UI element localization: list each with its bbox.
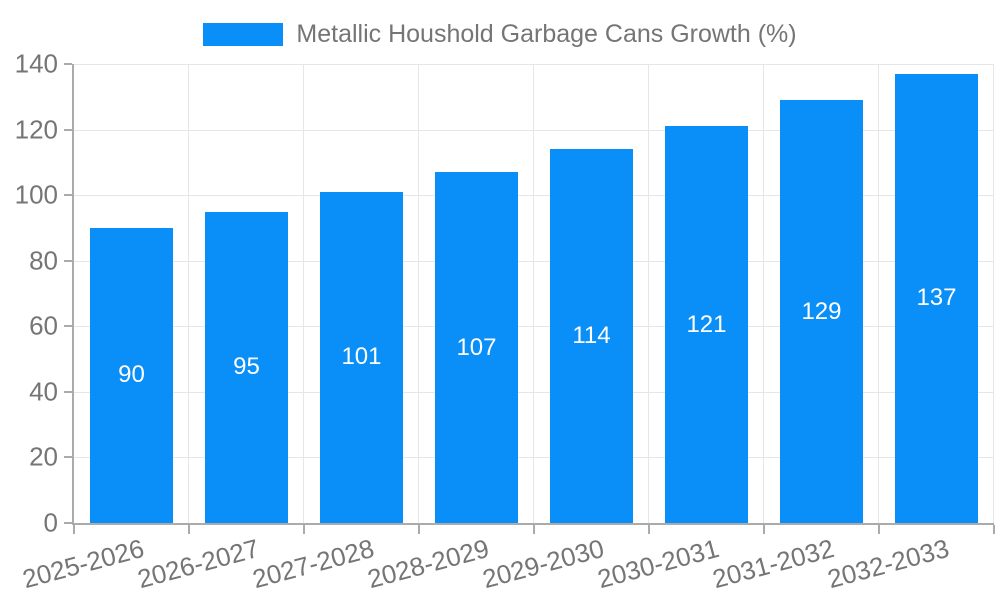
bar-value-label: 137: [916, 284, 957, 312]
x-tick-label: 2025-2026: [19, 533, 148, 595]
x-tick-label: 2026-2027: [134, 533, 263, 595]
y-tick-mark: [64, 522, 72, 524]
x-tick-label: 2031-2032: [709, 533, 838, 595]
y-tick-mark: [64, 128, 72, 131]
y-gridline: [74, 64, 994, 65]
y-tick-label: 140: [14, 48, 58, 79]
x-tick-mark: [533, 525, 535, 534]
x-tick-mark: [878, 525, 880, 534]
x-gridline: [188, 64, 189, 523]
x-gridline: [418, 64, 419, 523]
plot-area: 0 20 40 60 80 100 120 140 90 2025-2026 95 2026-2027…: [15, 49, 995, 594]
x-tick-mark: [303, 525, 305, 534]
x-tick-label: 2028-2029: [364, 533, 493, 595]
x-tick-mark: [418, 525, 420, 534]
x-tick-label: 2030-2031: [594, 533, 723, 595]
bar[interactable]: [894, 73, 979, 523]
x-gridline: [878, 64, 879, 523]
x-gridline: [993, 64, 994, 523]
y-tick-label: 40: [29, 376, 58, 407]
bar-value-label: 129: [801, 297, 842, 325]
x-gridline: [763, 64, 764, 523]
y-gridline: [74, 260, 994, 262]
legend-swatch-icon: [203, 22, 284, 46]
y-tick-label: 80: [29, 245, 58, 276]
y-gridline: [74, 391, 994, 393]
x-tick-mark: [648, 525, 650, 534]
y-tick-mark: [64, 63, 72, 65]
bar-value-label: 90: [118, 361, 145, 389]
bar-value-label: 101: [341, 343, 382, 371]
x-tick-label: 2029-2030: [479, 533, 608, 595]
x-tick-mark: [73, 525, 75, 534]
legend[interactable]: Metallic Houshold Garbage Cans Growth (%…: [0, 20, 1000, 48]
bar-value-label: 114: [572, 322, 611, 350]
y-tick-label: 100: [14, 179, 58, 210]
y-tick-mark: [64, 194, 72, 197]
bar[interactable]: [319, 191, 404, 523]
bar[interactable]: [664, 126, 749, 523]
x-gridline: [648, 64, 649, 523]
y-tick-label: 20: [29, 441, 58, 472]
bar[interactable]: [549, 149, 634, 523]
x-tick-label: 2032-2033: [824, 533, 953, 595]
y-tick-mark: [64, 325, 72, 328]
bar[interactable]: [89, 227, 174, 523]
x-tick-label: 2027-2028: [249, 533, 378, 595]
y-gridline: [74, 129, 994, 131]
x-tick-mark: [763, 525, 765, 534]
bar-value-label: 95: [233, 353, 260, 381]
x-tick-mark: [188, 525, 190, 534]
y-tick-label: 0: [43, 507, 58, 538]
y-tick-label: 120: [14, 114, 58, 145]
y-tick-label: 60: [29, 310, 58, 341]
x-gridline: [303, 64, 304, 523]
bar[interactable]: [779, 100, 864, 523]
bar[interactable]: [204, 211, 289, 523]
bar-value-label: 121: [686, 310, 727, 338]
y-tick-mark: [64, 390, 72, 393]
y-gridline: [74, 195, 994, 197]
y-tick-mark: [64, 456, 72, 459]
bar-value-label: 107: [456, 333, 497, 361]
bar[interactable]: [434, 172, 519, 523]
y-gridline: [74, 457, 994, 459]
y-tick-mark: [64, 259, 72, 262]
x-gridline: [533, 64, 534, 523]
legend-label: Metallic Houshold Garbage Cans Growth (%…: [296, 20, 797, 48]
x-tick-mark: [993, 525, 995, 534]
y-gridline: [74, 326, 994, 328]
